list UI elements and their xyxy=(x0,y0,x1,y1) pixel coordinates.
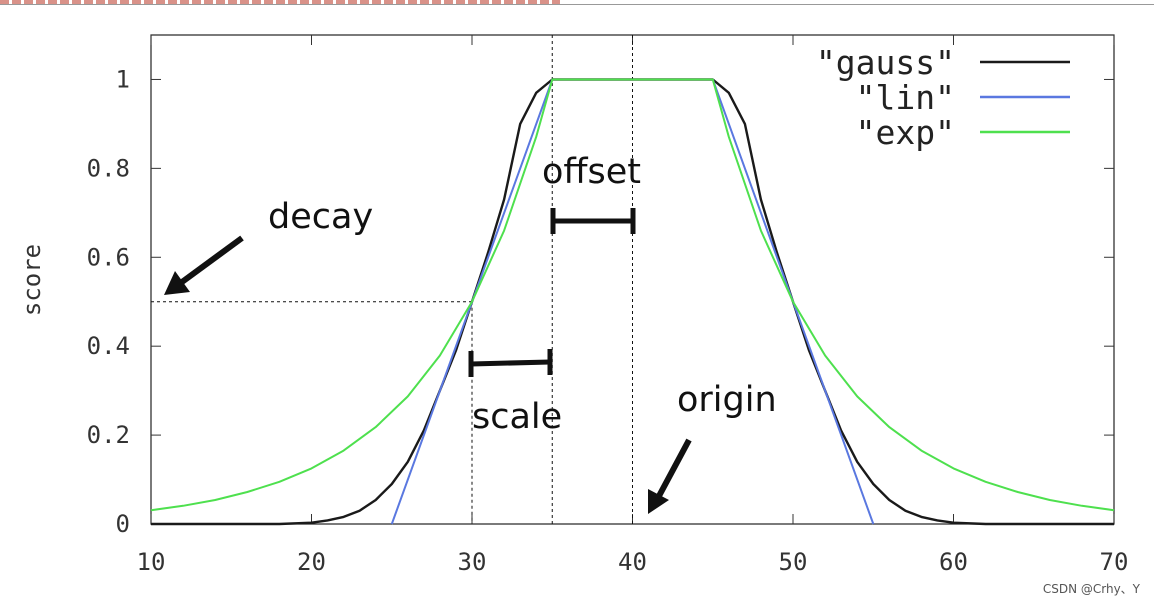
origin-arrow xyxy=(648,438,692,514)
y-tick-label: 0.4 xyxy=(87,332,130,360)
axis-ticks: 10 20 30 40 50 60 70 0 0.2 0.4 0.6 0.8 1 xyxy=(87,35,1129,576)
y-tick-label: 0.8 xyxy=(87,154,130,182)
watermark: CSDN @Crhy、Y xyxy=(1042,582,1140,596)
annotation-scale: scale xyxy=(472,397,562,437)
legend-label: "exp" xyxy=(856,113,955,152)
annotation-decay: decay xyxy=(268,197,373,237)
x-tick-label: 40 xyxy=(618,548,647,576)
annotation-origin: origin xyxy=(677,380,777,420)
annotation-offset: offset xyxy=(542,152,641,192)
y-tick-label: 0.2 xyxy=(87,421,130,449)
series-line xyxy=(150,78,1115,512)
top-edge-strip xyxy=(0,0,1154,5)
decay-arrow xyxy=(164,235,244,295)
cropped-heading-fragment xyxy=(0,0,560,4)
x-tick-label: 50 xyxy=(779,548,808,576)
offset-bracket xyxy=(550,208,636,234)
legend: "gauss""lin""exp" xyxy=(816,43,1070,152)
guide-lines xyxy=(151,35,633,524)
legend-label: "lin" xyxy=(856,78,955,117)
scale-bracket xyxy=(468,349,553,377)
series-lines xyxy=(150,78,1115,526)
x-tick-label: 20 xyxy=(297,548,326,576)
y-axis-label: score xyxy=(18,244,46,316)
legend-label: "gauss" xyxy=(816,43,955,82)
y-tick-label: 0 xyxy=(116,510,130,538)
y-tick-label: 1 xyxy=(116,65,130,93)
y-tick-label: 0.6 xyxy=(87,243,130,271)
x-tick-label: 10 xyxy=(137,548,166,576)
x-tick-label: 70 xyxy=(1100,548,1129,576)
top-rule xyxy=(0,4,1154,5)
x-tick-label: 30 xyxy=(458,548,487,576)
x-tick-label: 60 xyxy=(939,548,968,576)
